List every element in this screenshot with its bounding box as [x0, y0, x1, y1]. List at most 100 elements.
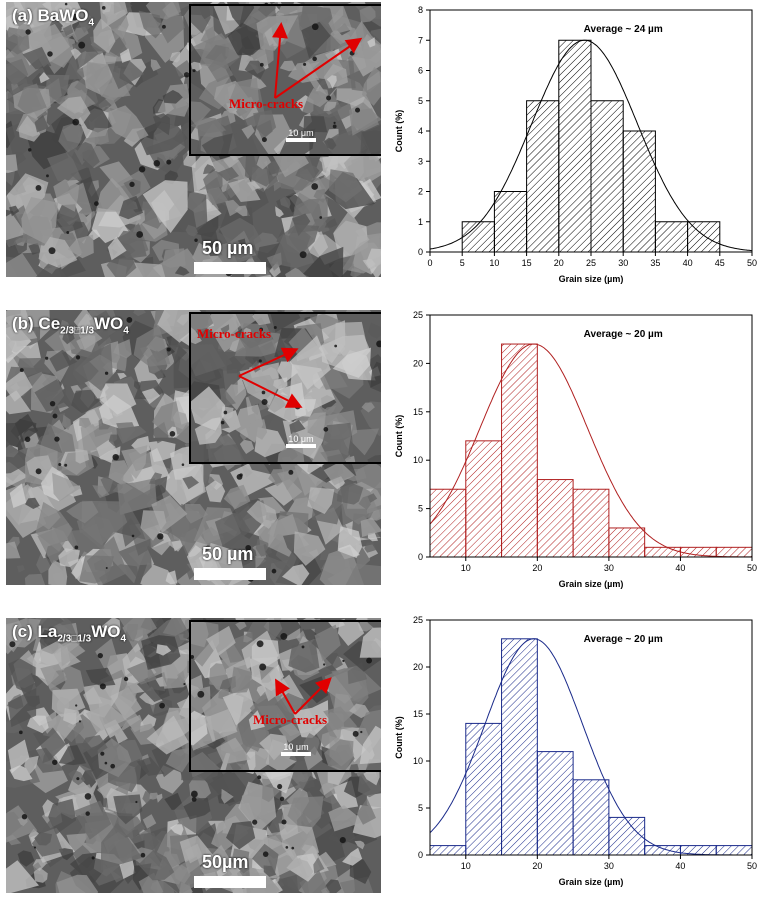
x-tick-label: 5 [460, 258, 465, 268]
x-tick-label: 20 [532, 563, 542, 573]
x-axis-label: Grain size (µm) [559, 579, 624, 589]
x-tick-label: 50 [747, 861, 757, 871]
y-tick-label: 2 [418, 187, 423, 197]
micro-cracks-label: Micro-cracks [197, 326, 272, 341]
x-tick-label: 50 [747, 563, 757, 573]
histogram-bar [465, 722, 503, 856]
y-tick-label: 5 [418, 803, 423, 813]
scale-bar-label: 50 µm [202, 238, 254, 258]
crack-arrows [238, 347, 303, 408]
y-tick-label: 15 [413, 709, 423, 719]
sem-inset: Micro-cracks 10 μm [189, 312, 381, 464]
x-tick-label: 0 [427, 258, 432, 268]
histogram-bar [501, 343, 538, 558]
y-tick-label: 0 [418, 247, 423, 257]
histogram-bar [608, 527, 646, 558]
y-tick-label: 5 [418, 96, 423, 106]
y-tick-label: 5 [418, 504, 423, 514]
x-tick-label: 45 [715, 258, 725, 268]
scale-bar-label: 50µm [202, 852, 249, 872]
micro-cracks-label: Micro-cracks [253, 712, 328, 727]
x-tick-label: 30 [604, 861, 614, 871]
y-tick-label: 3 [418, 156, 423, 166]
sem-inset: Micro-cracks 10 μm [189, 620, 381, 772]
histogram-bar [536, 479, 574, 558]
panel-label: (c) La2/3□1/3WO4 [12, 622, 127, 645]
histogram-bar [622, 130, 656, 253]
histogram-bar [590, 100, 624, 253]
x-tick-label: 10 [489, 258, 499, 268]
histogram-bar [572, 488, 610, 558]
x-tick-label: 35 [650, 258, 660, 268]
x-tick-label: 25 [586, 258, 596, 268]
scale-bar [194, 876, 266, 888]
sem-inset-texture [191, 314, 381, 462]
histogram-bar [501, 638, 538, 856]
histogram-bar [536, 751, 574, 856]
inset-scale-bar: 10 μm [286, 434, 316, 448]
y-tick-label: 25 [413, 310, 423, 320]
inset-scale-bar: 10 μm [281, 742, 311, 756]
y-tick-label: 8 [418, 5, 423, 15]
x-tick-label: 30 [604, 563, 614, 573]
histogram-bar [715, 845, 753, 856]
histogram-bar [608, 816, 646, 856]
histogram-bar [465, 440, 503, 558]
histogram-bar [429, 488, 467, 558]
x-tick-label: 10 [461, 861, 471, 871]
plot-frame [429, 619, 753, 856]
histogram-c-svg: 10 20 30 40 50 0 5 10 15 20 25 Grain size (µm) Count… [394, 615, 757, 887]
panel-label: (b) Ce2/3□1/3WO4 [12, 314, 129, 337]
scale-bar [194, 262, 266, 274]
x-axis-label: Grain size (µm) [559, 274, 624, 284]
gaussian-fit-curve [429, 39, 753, 252]
histogram-bar [429, 845, 467, 856]
y-axis-label: Count (%) [394, 415, 404, 458]
crack-arrows [275, 677, 332, 715]
x-tick-label: 10 [461, 563, 471, 573]
y-tick-label: 4 [418, 126, 423, 136]
gaussian-fit-curve [429, 343, 752, 558]
x-tick-label: 20 [554, 258, 564, 268]
x-axis-label: Grain size (µm) [559, 877, 624, 887]
panel-label: (a) BaWO4 [12, 6, 95, 29]
average-annotation: Average ~ 24 µm [584, 24, 663, 35]
x-tick-label: 40 [675, 861, 685, 871]
average-annotation: Average ~ 20 µm [584, 634, 663, 645]
x-tick-label: 20 [532, 861, 542, 871]
y-tick-label: 7 [418, 35, 423, 45]
gaussian-fit-curve [429, 638, 752, 856]
sem-image-a: (a) BaWO4 Micro-cracks 10 μm 50 µm [6, 2, 381, 277]
histogram-c: 10 20 30 40 50 0 5 10 15 20 25 Grain size (µm) Count… [380, 610, 764, 901]
y-tick-label: 20 [413, 662, 423, 672]
histogram-b: 10 20 30 40 50 0 5 10 15 20 25 Grain size (µm) Count… [380, 305, 764, 603]
plot-frame [429, 314, 753, 558]
y-tick-label: 0 [418, 850, 423, 860]
y-tick-label: 0 [418, 552, 423, 562]
sem-inset-texture [191, 622, 381, 770]
y-tick-label: 1 [418, 217, 423, 227]
y-tick-label: 25 [413, 615, 423, 625]
sem-image-c: (c) La2/3□1/3WO4 Micro-cracks 10 μm 50µm [6, 618, 381, 893]
histogram-bar [461, 221, 495, 253]
x-tick-label: 50 [747, 258, 757, 268]
histogram-bar [644, 546, 681, 558]
histogram-bar [644, 845, 681, 856]
crack-arrows [272, 22, 363, 99]
scale-bar [194, 568, 266, 580]
inset-scale-bar: 10 μm [286, 128, 316, 142]
y-tick-label: 10 [413, 756, 423, 766]
y-axis-label: Count (%) [394, 716, 404, 759]
x-tick-label: 15 [522, 258, 532, 268]
histogram-bar [558, 39, 592, 253]
histogram-bar [715, 546, 753, 558]
x-tick-label: 30 [618, 258, 628, 268]
y-tick-label: 10 [413, 455, 423, 465]
histogram-bar [493, 191, 528, 253]
y-axis-label: Count (%) [394, 110, 404, 153]
sem-image-b: (b) Ce2/3□1/3WO4 Micro-cracks 10 μm 50 µ… [6, 310, 381, 585]
x-tick-label: 40 [683, 258, 693, 268]
histogram-b-svg: 10 20 30 40 50 0 5 10 15 20 25 Grain size (µm) Count… [394, 310, 757, 589]
histogram-bar [572, 779, 610, 856]
